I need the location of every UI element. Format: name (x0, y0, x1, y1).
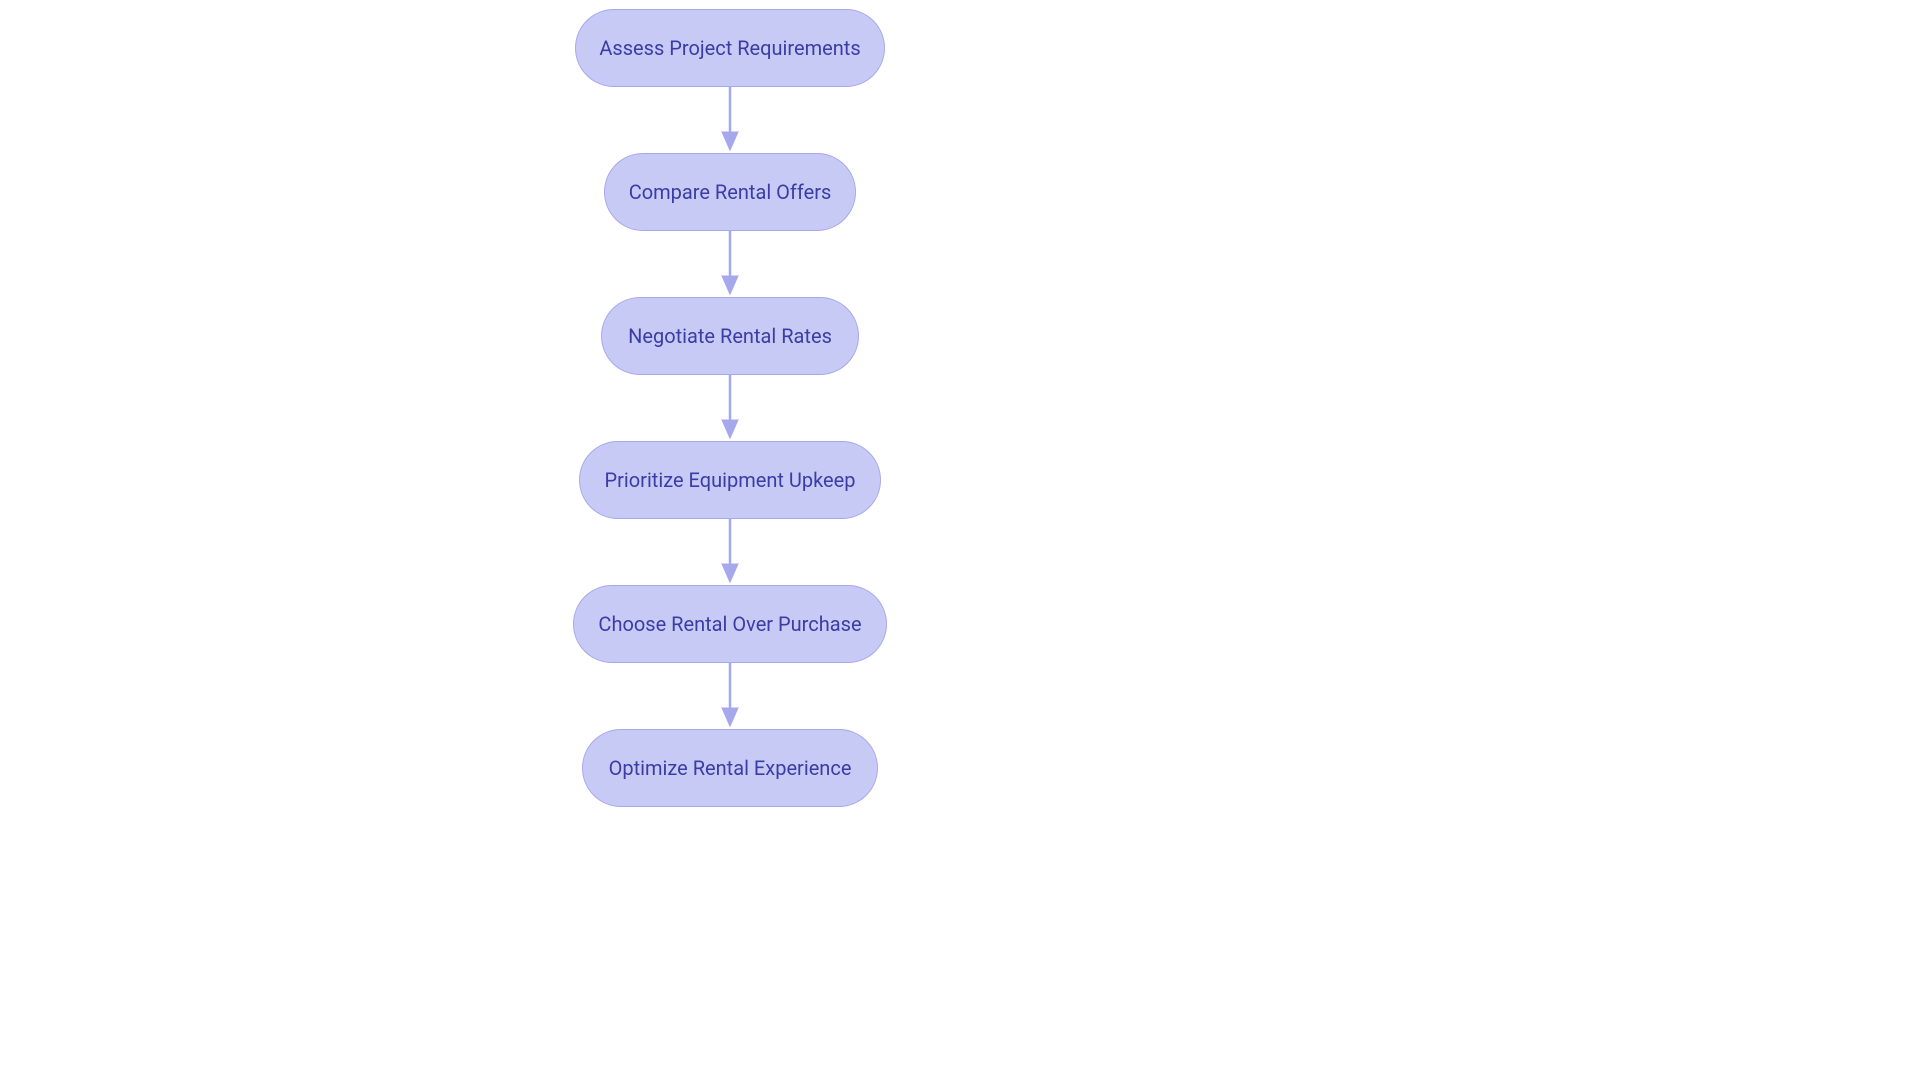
flowchart-node: Prioritize Equipment Upkeep (579, 441, 881, 519)
flowchart-node-label: Compare Rental Offers (629, 180, 832, 204)
flowchart-node: Compare Rental Offers (604, 153, 856, 231)
flowchart-node: Assess Project Requirements (575, 9, 885, 87)
flowchart-canvas: Assess Project Requirements Compare Renta… (0, 0, 1920, 1080)
flowchart-node-label: Optimize Rental Experience (609, 756, 852, 780)
flowchart-node-label: Assess Project Requirements (599, 36, 860, 60)
flowchart-node: Optimize Rental Experience (582, 729, 878, 807)
flowchart-node: Choose Rental Over Purchase (573, 585, 887, 663)
flowchart-node-label: Choose Rental Over Purchase (598, 612, 861, 636)
flowchart-node-label: Negotiate Rental Rates (628, 324, 832, 348)
flowchart-node: Negotiate Rental Rates (601, 297, 859, 375)
flowchart-node-label: Prioritize Equipment Upkeep (605, 468, 856, 492)
edges-layer (0, 0, 1920, 1080)
